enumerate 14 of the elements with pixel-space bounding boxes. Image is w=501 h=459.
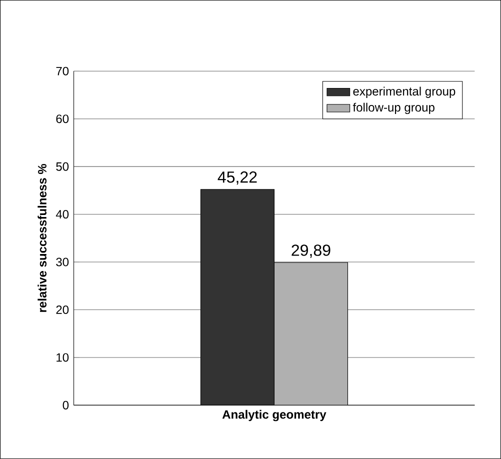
y-tick-label: 20	[56, 306, 69, 314]
y-tick-label: 30	[56, 258, 69, 266]
legend-label: follow-up group	[352, 102, 434, 114]
y-tick-label: 70	[56, 66, 69, 76]
y-tick-label: 60	[56, 114, 69, 124]
data-label: 45,22	[218, 171, 257, 185]
y-tick-label: 0	[62, 400, 69, 410]
x-tick-label: Analytic geometry	[222, 410, 326, 422]
y-tick-label: 10	[56, 353, 69, 362]
y-tick-label: 40	[56, 210, 69, 219]
legend-label: experimental group	[353, 86, 456, 98]
y-tick-label: 50	[56, 162, 69, 171]
data-label: 29,89	[292, 244, 330, 258]
y-axis-title: relative successfulness %	[38, 164, 46, 312]
